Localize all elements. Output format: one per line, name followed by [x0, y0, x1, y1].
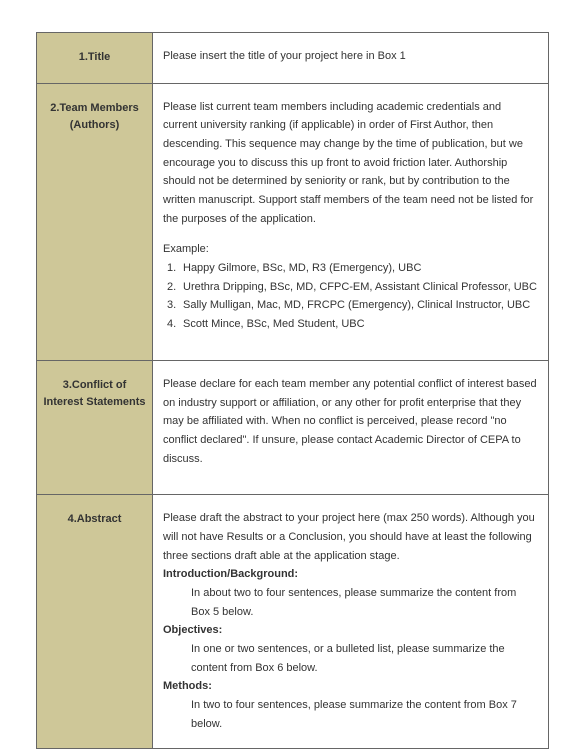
row-team: 2.Team Members (Authors) Please list cur… [37, 83, 549, 360]
example-1: Happy Gilmore, BSc, MD, R3 (Emergency), … [183, 262, 421, 274]
label-title: 1.Title [37, 33, 153, 84]
example-3: Sally Mulligan, Mac, MD, FRCPC (Emergenc… [183, 299, 530, 311]
sub-meth-heading: Methods: [163, 677, 538, 696]
team-body: Please list current team members includi… [163, 98, 538, 229]
sub-intro-text: In about two to four sentences, please s… [163, 584, 538, 621]
sub-obj-text: In one or two sentences, or a bulleted l… [163, 640, 538, 677]
example-label: Example: [163, 240, 538, 259]
sub-intro-heading: Introduction/Background: [163, 565, 538, 584]
label-conflict: 3.Conflict of Interest Statements [37, 360, 153, 494]
conflict-body: Please declare for each team member any … [163, 375, 538, 468]
label-team: 2.Team Members (Authors) [37, 83, 153, 360]
form-table: 1.Title Please insert the title of your … [36, 32, 549, 749]
title-body: Please insert the title of your project … [163, 47, 538, 66]
sub-meth-text: In two to four sentences, please summari… [163, 696, 538, 733]
list-item: 2.Urethra Dripping, BSc, MD, CFPC-EM, As… [167, 278, 538, 297]
example-4: Scott Mince, BSc, Med Student, UBC [183, 318, 365, 330]
row-title: 1.Title Please insert the title of your … [37, 33, 549, 84]
content-conflict: Please declare for each team member any … [153, 360, 549, 494]
list-item: 3.Sally Mulligan, Mac, MD, FRCPC (Emerge… [167, 296, 538, 315]
sub-obj-heading: Objectives: [163, 621, 538, 640]
content-title: Please insert the title of your project … [153, 33, 549, 84]
example-2: Urethra Dripping, BSc, MD, CFPC-EM, Assi… [183, 281, 537, 293]
content-team: Please list current team members includi… [153, 83, 549, 360]
label-abstract: 4.Abstract [37, 495, 153, 748]
abstract-body: Please draft the abstract to your projec… [163, 509, 538, 565]
content-abstract: Please draft the abstract to your projec… [153, 495, 549, 748]
row-conflict: 3.Conflict of Interest Statements Please… [37, 360, 549, 494]
row-abstract: 4.Abstract Please draft the abstract to … [37, 495, 549, 748]
example-list: 1.Happy Gilmore, BSc, MD, R3 (Emergency)… [163, 259, 538, 334]
list-item: 4.Scott Mince, BSc, Med Student, UBC [167, 315, 538, 334]
list-item: 1.Happy Gilmore, BSc, MD, R3 (Emergency)… [167, 259, 538, 278]
